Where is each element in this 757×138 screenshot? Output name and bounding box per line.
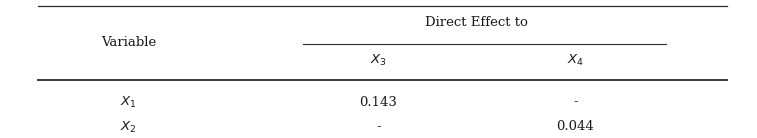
- Text: -: -: [573, 96, 578, 109]
- Text: $X_1$: $X_1$: [120, 95, 137, 110]
- Text: $X_4$: $X_4$: [567, 53, 584, 68]
- Text: Direct Effect to: Direct Effect to: [425, 16, 528, 29]
- Text: $X_3$: $X_3$: [370, 53, 387, 68]
- Text: 0.143: 0.143: [360, 96, 397, 109]
- Text: -: -: [376, 120, 381, 133]
- Text: Variable: Variable: [101, 36, 156, 49]
- Text: 0.044: 0.044: [556, 120, 594, 133]
- Text: $X_2$: $X_2$: [120, 119, 137, 135]
